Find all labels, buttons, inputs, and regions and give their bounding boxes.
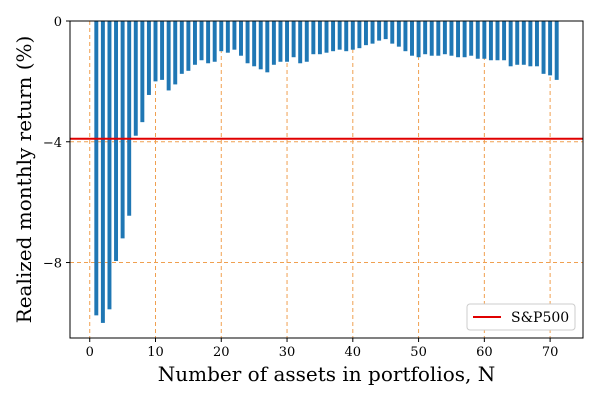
bar [225, 21, 230, 53]
bar [423, 21, 428, 55]
y-tick-label: −8 [43, 257, 62, 272]
bar [265, 21, 270, 73]
bar [127, 21, 132, 216]
bar [120, 21, 125, 239]
legend: S&P500 [466, 303, 576, 331]
bar [548, 21, 553, 76]
y-axis-ticks: 0 −4 −8 [43, 15, 70, 272]
bar [521, 21, 526, 65]
bar [488, 21, 493, 61]
bar [311, 21, 316, 55]
x-tick-label: 50 [410, 345, 427, 360]
bar [304, 21, 309, 62]
bar-series [94, 21, 559, 323]
y-axis-title: Realized monthly return (%) [12, 36, 36, 324]
bar [429, 21, 434, 56]
bar [252, 21, 257, 67]
x-tick-label: 0 [86, 345, 94, 360]
bar [357, 21, 362, 49]
bar [442, 21, 447, 55]
y-tick-label: 0 [54, 15, 62, 30]
bar [324, 21, 329, 53]
bar [186, 21, 191, 71]
bar [370, 21, 375, 44]
bar [199, 21, 204, 61]
bar [390, 21, 395, 44]
bar [502, 21, 507, 61]
bar [239, 21, 243, 56]
plot-frame [69, 20, 584, 339]
bar [403, 21, 408, 52]
bar [363, 21, 368, 46]
bar [449, 21, 454, 56]
bar [206, 21, 211, 64]
bar [271, 21, 276, 65]
bar [298, 21, 303, 64]
bar [350, 21, 355, 50]
bar [114, 21, 119, 262]
x-axis-title: Number of assets in portfolios, N [158, 362, 495, 386]
bar [416, 21, 421, 58]
bar [278, 21, 283, 62]
bar [100, 21, 105, 323]
bar [212, 21, 217, 62]
bar [344, 21, 349, 52]
bar [140, 21, 145, 123]
bar [436, 21, 441, 56]
bar [232, 21, 237, 50]
bar [528, 21, 533, 67]
bar [153, 21, 158, 82]
bar [146, 21, 151, 95]
bar [192, 21, 197, 65]
bar [469, 21, 474, 56]
bar [245, 21, 250, 64]
x-tick-label: 10 [147, 345, 164, 360]
x-tick-label: 40 [345, 345, 362, 360]
bar [166, 21, 171, 91]
bar [410, 21, 414, 56]
bar [160, 21, 165, 80]
x-tick-label: 30 [279, 345, 296, 360]
legend-label-sp500: S&P500 [511, 310, 569, 326]
bar [534, 21, 539, 67]
bar [377, 21, 382, 41]
y-tick-label: −4 [43, 136, 62, 151]
x-tick-label: 60 [476, 345, 493, 360]
x-tick-label: 70 [542, 345, 559, 360]
legend-box [466, 303, 576, 331]
bar [456, 21, 461, 58]
bar [107, 21, 112, 310]
bar [291, 21, 296, 58]
bar [554, 21, 559, 80]
bar [219, 21, 224, 52]
bar [482, 21, 487, 59]
bar [475, 21, 480, 59]
x-tick-label: 20 [213, 345, 230, 360]
bar [495, 21, 500, 61]
bar [515, 21, 520, 65]
bar [317, 21, 322, 55]
bar [337, 21, 342, 50]
bar [285, 21, 290, 62]
bar [94, 21, 99, 316]
bar [331, 21, 336, 52]
bar [396, 21, 401, 47]
bar [173, 21, 178, 85]
x-axis-ticks: 0 10 20 30 40 50 60 70 [86, 338, 559, 360]
bar [383, 21, 388, 40]
bar [541, 21, 546, 74]
bar [508, 21, 513, 67]
bar [462, 21, 467, 58]
bar [133, 21, 138, 136]
bar [179, 21, 184, 74]
bar [258, 21, 263, 70]
